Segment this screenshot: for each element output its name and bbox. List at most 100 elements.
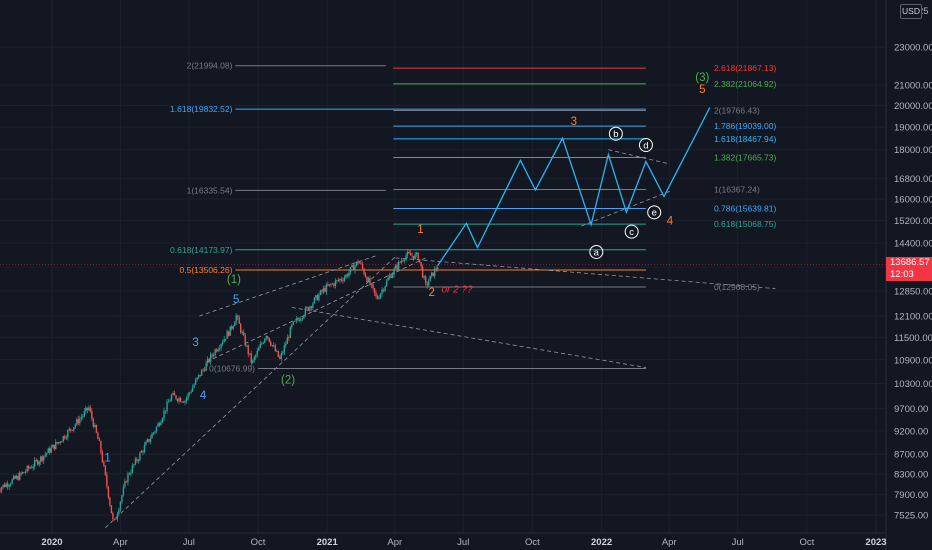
candle-body bbox=[209, 354, 212, 362]
fib-label: 1.786(19039.00) bbox=[714, 121, 777, 131]
candle-body bbox=[0, 490, 1, 492]
candle-body bbox=[101, 452, 104, 463]
candle-body bbox=[319, 290, 322, 295]
candle-body bbox=[235, 315, 237, 323]
candle-body bbox=[289, 327, 292, 338]
candle-body bbox=[424, 276, 427, 283]
candle-body bbox=[412, 256, 415, 260]
circle-marker bbox=[638, 138, 653, 153]
current-price-tag: 13686.57 12:03 bbox=[886, 257, 932, 281]
candle-body bbox=[100, 440, 102, 453]
candle-body bbox=[297, 318, 299, 320]
candle-body bbox=[185, 397, 188, 401]
candle-body bbox=[387, 278, 389, 281]
y-tick-label-partial: 25 bbox=[918, 6, 929, 17]
candle-body bbox=[370, 284, 373, 286]
x-tick-label: 2021 bbox=[317, 537, 339, 548]
wave-label: 5 bbox=[699, 84, 705, 96]
candle-body bbox=[151, 433, 153, 439]
candle-body bbox=[163, 410, 165, 419]
candle-body bbox=[29, 467, 31, 469]
candle-body bbox=[70, 428, 72, 430]
candle-body bbox=[118, 509, 120, 515]
candle-body bbox=[20, 472, 22, 474]
candle-body bbox=[113, 518, 116, 520]
candle-body bbox=[2, 484, 4, 488]
candle-body bbox=[178, 397, 180, 402]
candle-body bbox=[339, 279, 341, 281]
candle-body bbox=[158, 423, 161, 426]
candle-body bbox=[240, 323, 242, 333]
candle-body bbox=[205, 363, 207, 371]
candle-body bbox=[322, 288, 325, 292]
candle-body bbox=[334, 280, 337, 287]
candle-body bbox=[244, 335, 246, 346]
candle-body bbox=[279, 357, 281, 359]
fib-label: 2(21994.08) bbox=[187, 61, 233, 71]
candle-body bbox=[250, 353, 252, 363]
candle-body bbox=[268, 337, 270, 342]
candle-body bbox=[241, 332, 243, 334]
projection-path bbox=[437, 107, 711, 266]
candle-body bbox=[196, 377, 198, 380]
candle-body bbox=[15, 475, 18, 479]
candle-body bbox=[23, 472, 25, 473]
candle-body bbox=[400, 260, 403, 263]
candle-body bbox=[436, 267, 439, 270]
candle-body bbox=[145, 441, 147, 446]
candle-body bbox=[403, 259, 406, 261]
currency-badge[interactable]: USD bbox=[900, 4, 922, 19]
candle-body bbox=[285, 343, 287, 346]
candle-body bbox=[271, 345, 273, 347]
candle-body bbox=[354, 265, 356, 271]
candle-body bbox=[258, 348, 260, 351]
candle-body bbox=[238, 317, 240, 324]
candle-body bbox=[175, 395, 177, 400]
candle-body bbox=[427, 281, 430, 286]
candle-body bbox=[67, 430, 69, 438]
y-tick-label: 8700.00 bbox=[894, 450, 928, 461]
candle-body bbox=[131, 465, 134, 473]
dashed-trend-line bbox=[105, 256, 396, 529]
candle-body bbox=[116, 514, 119, 519]
candle-body bbox=[17, 475, 19, 480]
candle-body bbox=[226, 331, 228, 339]
candle-body bbox=[394, 265, 397, 269]
candle-body bbox=[270, 341, 272, 346]
candle-body bbox=[229, 326, 231, 336]
candle-body bbox=[345, 274, 347, 278]
candle-body bbox=[328, 284, 331, 286]
candle-body bbox=[95, 425, 98, 433]
y-tick-label: 9200.00 bbox=[894, 426, 928, 437]
candle-body bbox=[110, 505, 113, 514]
candle-body bbox=[157, 423, 159, 427]
circled-wave-label: b bbox=[608, 126, 623, 141]
candle-body bbox=[152, 432, 155, 434]
candle-body bbox=[224, 338, 227, 340]
candle-body bbox=[9, 483, 12, 486]
candle-body bbox=[47, 448, 49, 454]
candle-body bbox=[191, 387, 194, 392]
candle-body bbox=[55, 442, 57, 450]
candle-body bbox=[179, 397, 182, 402]
candle-body bbox=[133, 464, 135, 466]
fib-label: 0.5(13506.26) bbox=[180, 265, 233, 275]
fib-label: 1.618(19832.52) bbox=[170, 104, 233, 114]
wave-label: 5 bbox=[233, 294, 239, 306]
candle-body bbox=[243, 332, 245, 336]
candle-body bbox=[267, 336, 269, 338]
candle-body bbox=[349, 267, 352, 273]
candle-body bbox=[68, 428, 70, 431]
candle-body bbox=[119, 501, 122, 510]
candle-body bbox=[26, 466, 28, 472]
candle-body bbox=[385, 280, 388, 287]
circle-label-text: d bbox=[643, 140, 648, 151]
candle-body bbox=[193, 384, 195, 388]
candle-body bbox=[391, 274, 394, 278]
candle-body bbox=[364, 274, 367, 278]
candle-body bbox=[327, 284, 329, 286]
candle-body bbox=[274, 345, 276, 352]
candle-body bbox=[121, 495, 123, 502]
